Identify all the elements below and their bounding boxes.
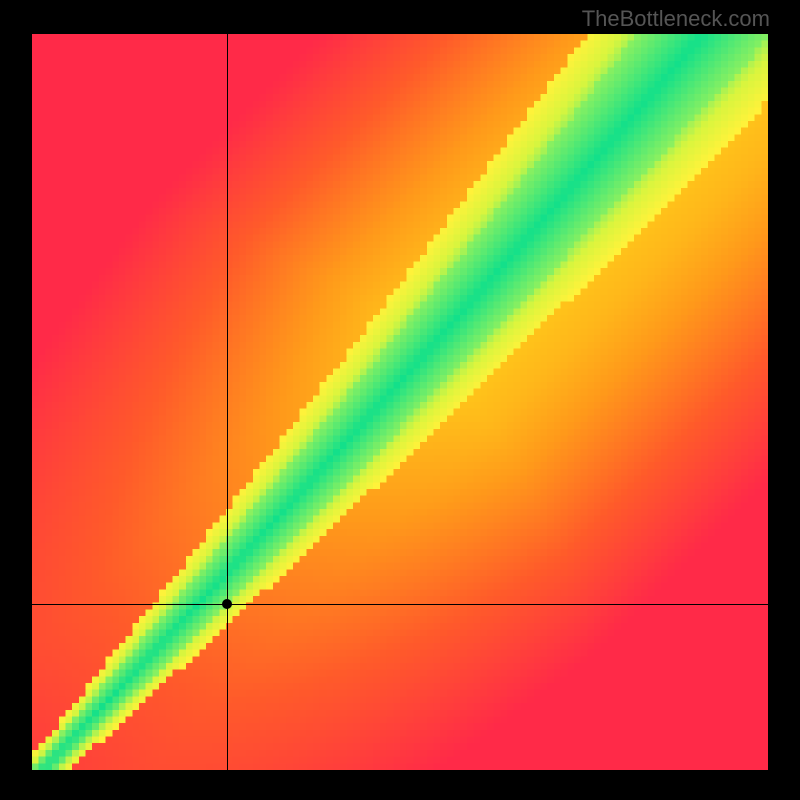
plot-area [32, 34, 768, 770]
crosshair-horizontal [32, 604, 768, 605]
heatmap-canvas [32, 34, 768, 770]
watermark-text: TheBottleneck.com [582, 6, 770, 32]
crosshair-vertical [227, 34, 228, 770]
